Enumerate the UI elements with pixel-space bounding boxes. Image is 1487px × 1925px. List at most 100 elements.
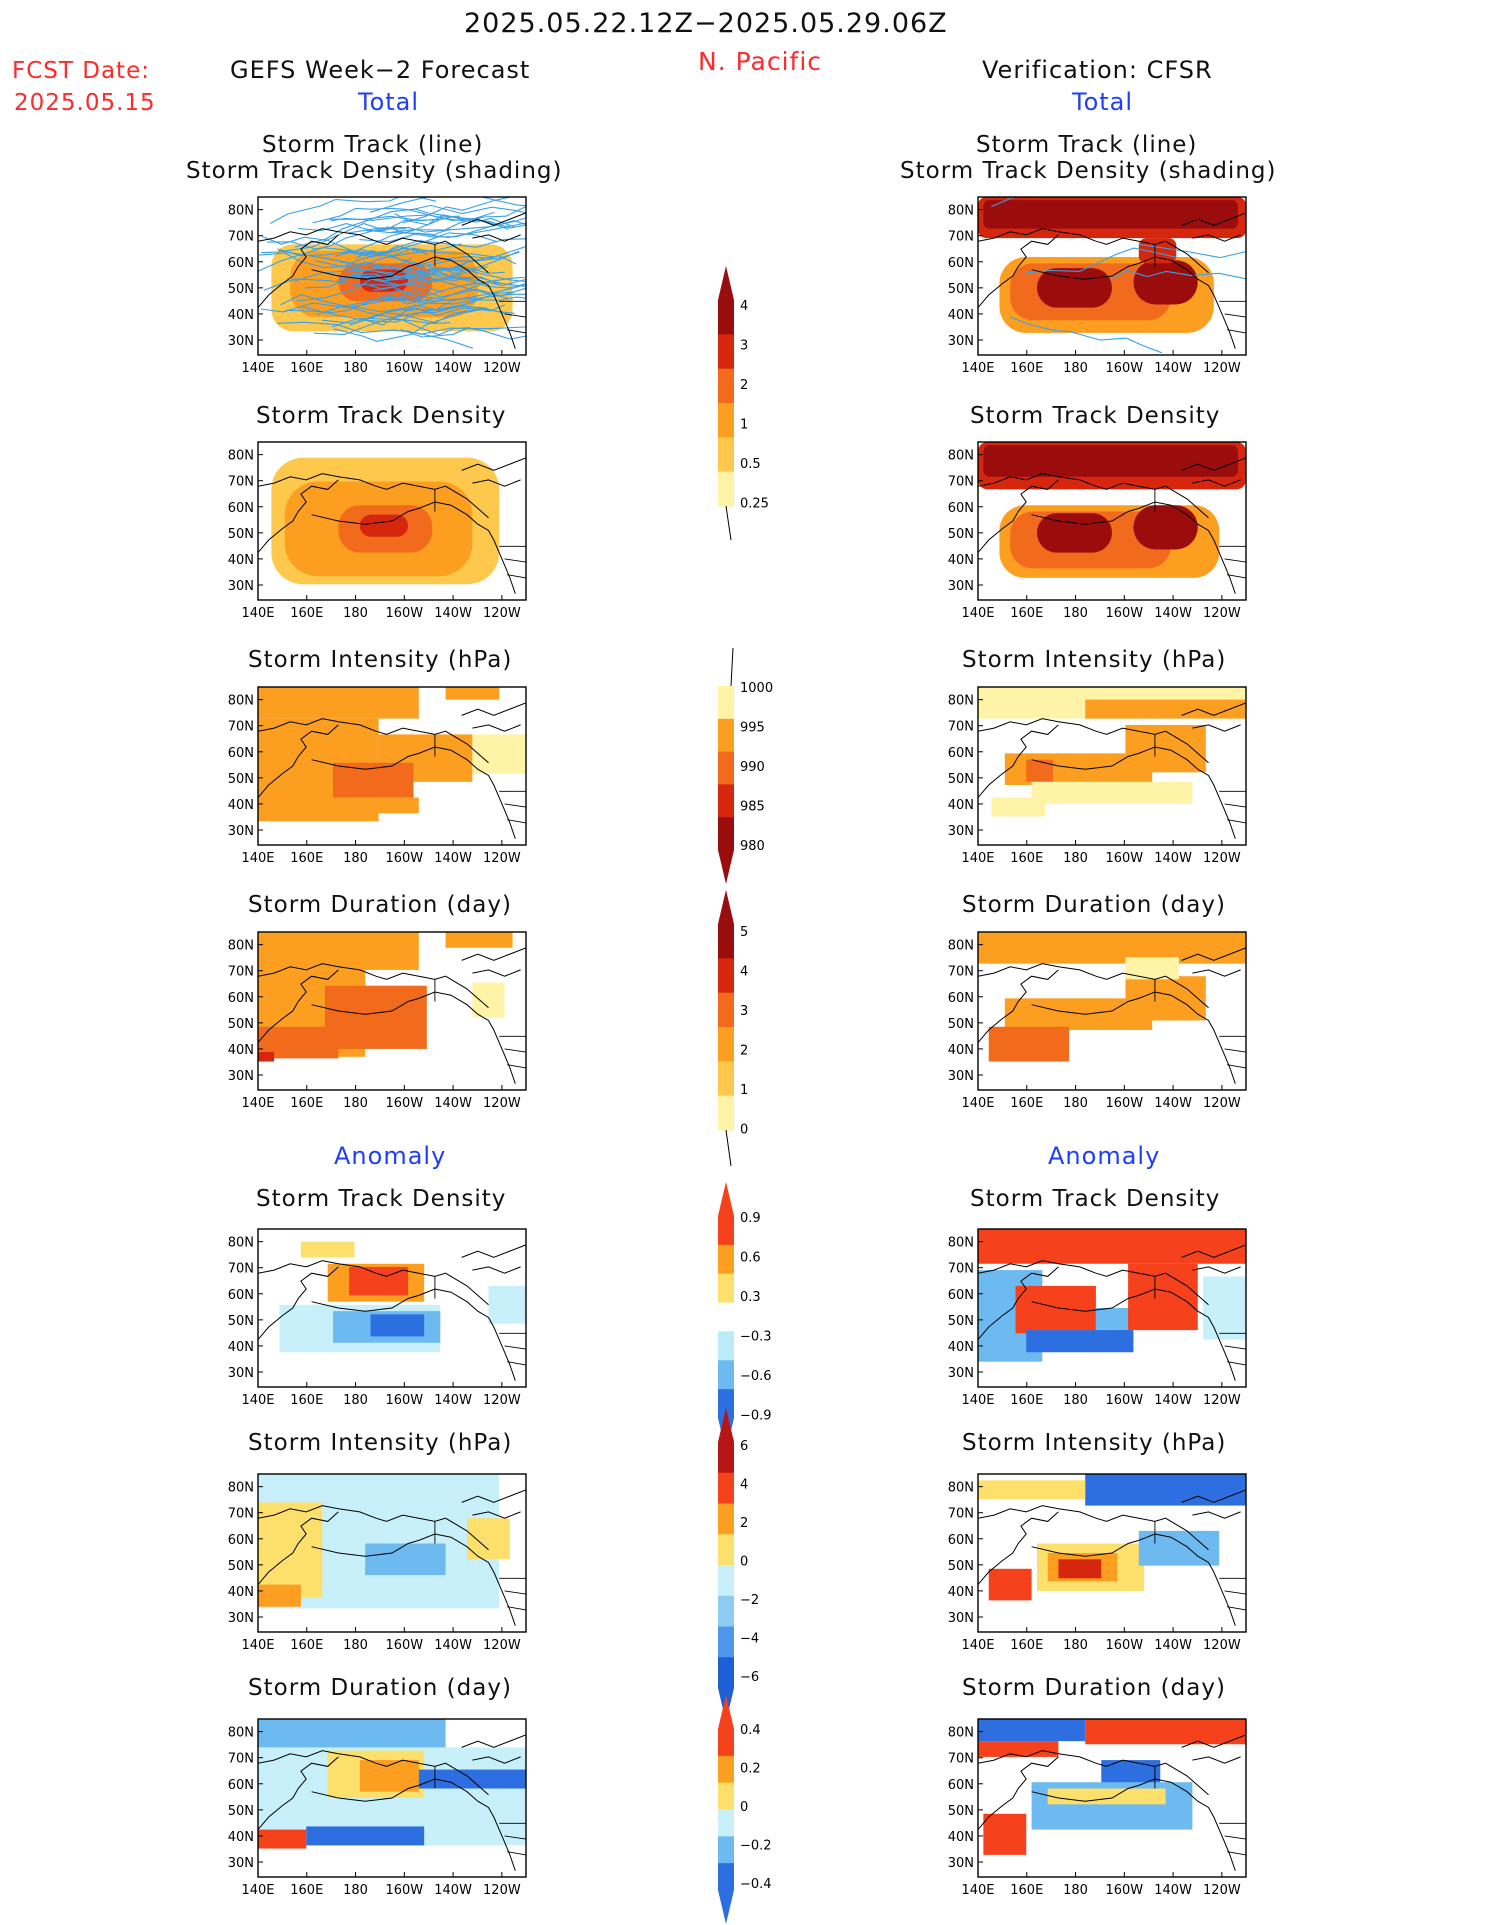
field-shading	[467, 1518, 510, 1560]
map-frame	[977, 1718, 1247, 1878]
lat-tick-label: 30N	[948, 1069, 974, 1084]
lat-tick-label: 50N	[228, 527, 254, 542]
lat-tick-label: 40N	[228, 1043, 254, 1058]
coastline	[258, 724, 339, 798]
title-density-anom-right: Storm Track Density	[970, 1186, 1221, 1212]
colorbar-top-arrow	[718, 890, 734, 924]
colorbar-swatch	[718, 1729, 734, 1757]
lat-tick-label: 70N	[228, 720, 254, 735]
lon-tick-label: 180	[1063, 1393, 1088, 1408]
coastline	[1095, 482, 1209, 519]
storm-track-line	[368, 250, 519, 290]
colorbar-label: 2	[740, 378, 748, 393]
colorbar-swatch	[718, 924, 734, 959]
map-frame	[257, 686, 527, 846]
colorbar-label: 0	[740, 1123, 748, 1138]
map-panel-left-0: 140E 160E 180 160W 140W 120W 80N 70N 60N 50N 40N 30…	[228, 196, 527, 376]
coastline	[375, 237, 489, 274]
lat-tick-label: 30N	[948, 579, 974, 594]
lon-tick-label: 160E	[1010, 851, 1043, 866]
coastline	[311, 262, 419, 280]
lon-tick-label: 140E	[961, 361, 994, 376]
coastline	[472, 1756, 521, 1764]
political-border	[507, 329, 526, 334]
coastline	[258, 1750, 377, 1764]
lat-tick-label: 30N	[228, 334, 254, 349]
colorbar-label: 2	[740, 1044, 748, 1059]
coastline	[375, 482, 489, 519]
lon-tick-label: 160E	[290, 1096, 323, 1111]
lat-tick-label: 60N	[948, 501, 974, 516]
coastline	[311, 1784, 419, 1802]
lon-tick-label: 160W	[1105, 1638, 1143, 1653]
lon-tick-label: 160W	[1105, 361, 1143, 376]
colorbar-label: 980	[740, 839, 765, 854]
title-duration-right: Storm Duration (day)	[962, 892, 1226, 918]
lon-tick-label: 180	[343, 361, 368, 376]
coastline	[1095, 727, 1209, 764]
colorbar-swatch	[718, 300, 734, 335]
lat-tick-label: 60N	[228, 746, 254, 761]
lat-tick-label: 30N	[948, 1366, 974, 1381]
storm-track-line	[321, 307, 513, 324]
storm-track-line	[410, 204, 526, 215]
colorbar-intensity-anom: 6 4 2 0 −2 −4 −6	[718, 1408, 759, 1722]
lon-tick-label: 180	[1063, 606, 1088, 621]
colorbar-swatch	[718, 1331, 734, 1361]
lat-tick-label: 60N	[228, 501, 254, 516]
field-shading	[1015, 1285, 1096, 1334]
coastline	[1181, 1489, 1246, 1503]
lat-tick-label: 30N	[228, 824, 254, 839]
map-panel-right-3: 140E 160E 180 160W 140W 120W 80N 70N 60N 50N 40N 30…	[948, 931, 1247, 1111]
lon-tick-label: 120W	[483, 1883, 521, 1898]
coastline	[1031, 507, 1139, 525]
coastline	[1138, 256, 1236, 349]
lat-tick-label: 60N	[948, 1533, 974, 1548]
colorbar-swatch	[718, 1302, 734, 1332]
lon-tick-label: 140W	[434, 851, 472, 866]
coastline	[1095, 972, 1209, 1009]
density-shading	[359, 514, 409, 537]
map-frame	[257, 931, 527, 1091]
lon-tick-label: 180	[1063, 1638, 1088, 1653]
political-border	[1227, 1851, 1246, 1856]
colorbar-swatch	[718, 1360, 734, 1390]
colorbar-label: 1000	[740, 681, 773, 696]
coastline	[311, 1294, 419, 1312]
storm-track-line	[1026, 247, 1178, 274]
coastline	[418, 1778, 516, 1871]
storm-track-line	[333, 308, 515, 342]
storm-track-line	[294, 208, 452, 248]
political-border	[1224, 1835, 1246, 1840]
lat-tick-label: 50N	[948, 1017, 974, 1032]
lon-tick-label: 120W	[1203, 1393, 1241, 1408]
lon-tick-label: 180	[343, 1883, 368, 1898]
colorbar-label: 0.9	[740, 1211, 761, 1226]
field-shading	[1085, 1474, 1246, 1506]
map-panel-right-0: 140E 160E 180 160W 140W 120W 80N 70N 60N 50N 40N 30…	[948, 196, 1247, 376]
field-shading	[365, 1543, 446, 1576]
coastline	[418, 991, 516, 1084]
lat-tick-label: 50N	[948, 1559, 974, 1574]
left-column-title: GEFS Week−2 Forecast	[230, 56, 531, 84]
lon-tick-label: 160W	[1105, 1883, 1143, 1898]
lon-tick-label: 160E	[1010, 1638, 1043, 1653]
lon-tick-label: 160E	[290, 851, 323, 866]
political-border	[1224, 1345, 1246, 1350]
lat-tick-label: 60N	[948, 256, 974, 271]
lon-tick-label: 160E	[1010, 361, 1043, 376]
map-frame	[257, 196, 527, 356]
coastline	[1031, 752, 1139, 770]
colorbar-swatch	[718, 751, 734, 785]
political-border	[1224, 313, 1246, 318]
lat-tick-label: 70N	[948, 965, 974, 980]
coastline	[258, 479, 339, 553]
map-frame	[977, 931, 1247, 1091]
title-intensity-anom-left: Storm Intensity (hPa)	[248, 1430, 513, 1456]
lon-tick-label: 120W	[483, 361, 521, 376]
field-shading	[258, 687, 419, 719]
coastline	[1095, 1269, 1209, 1306]
lat-tick-label: 80N	[948, 204, 974, 219]
density-shading	[983, 445, 1238, 477]
